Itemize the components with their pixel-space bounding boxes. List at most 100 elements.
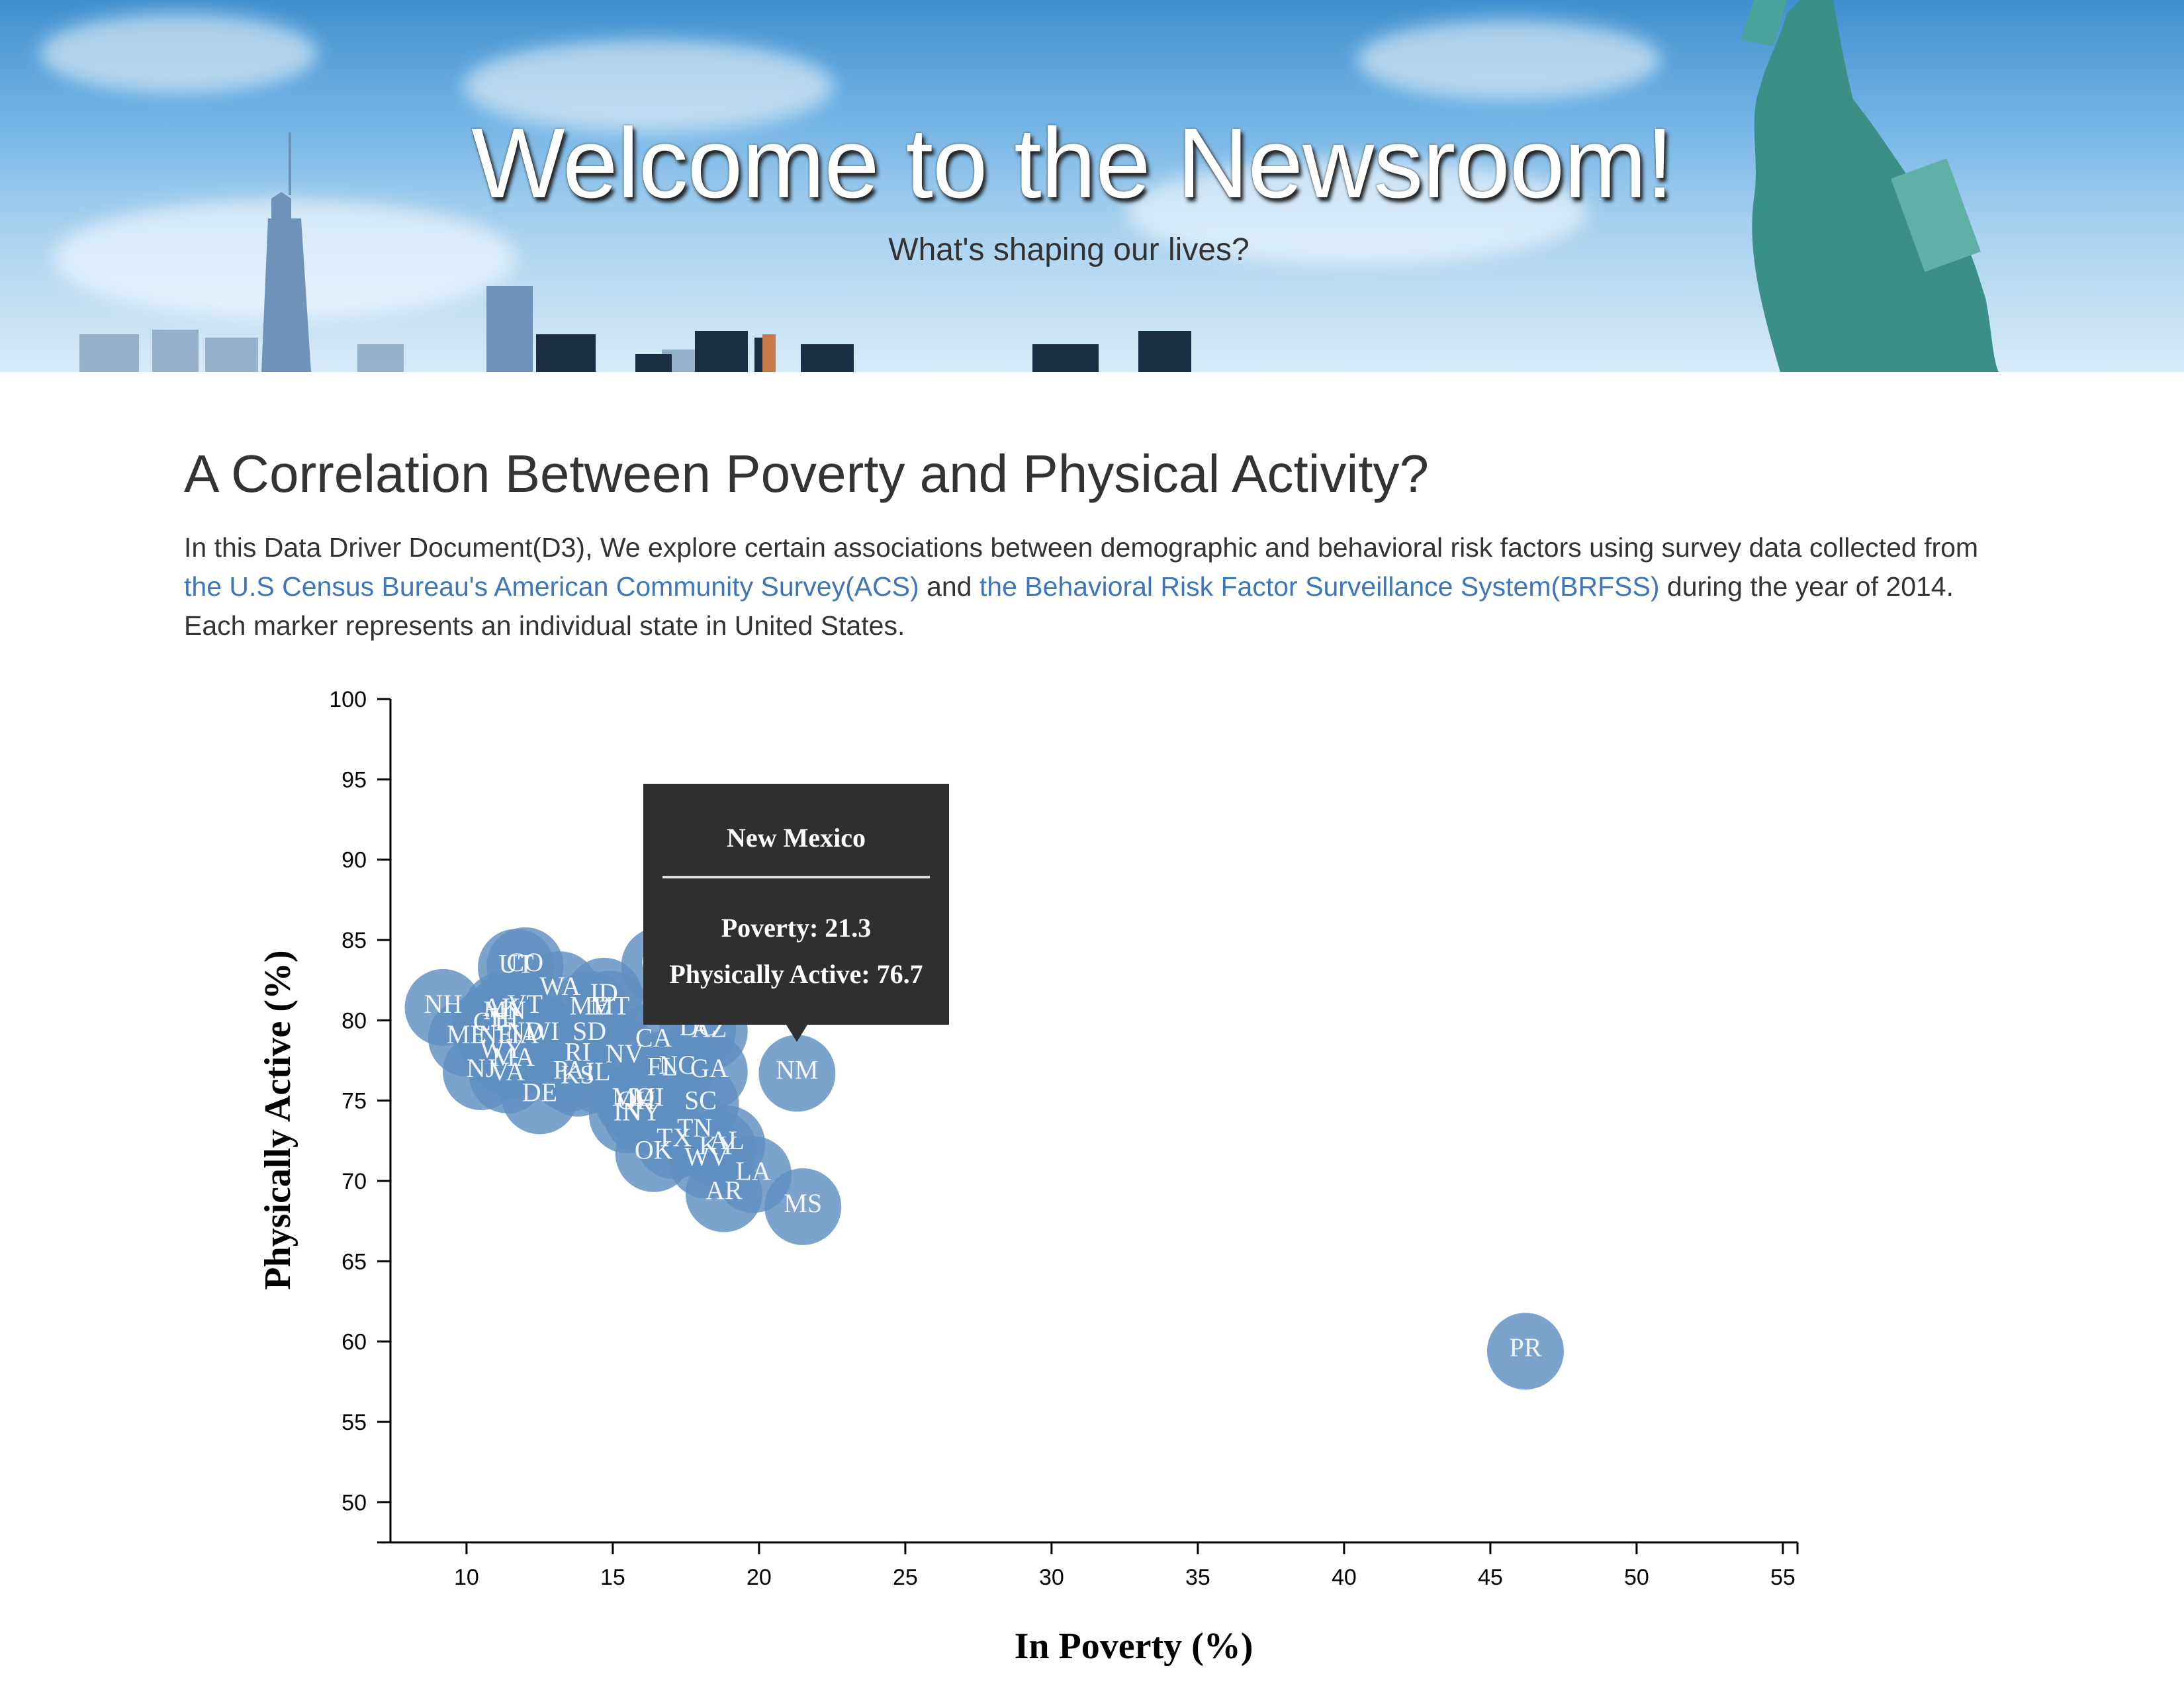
tooltip-poverty: Poverty: 21.3 [721,913,872,943]
y-tick-label: 70 [341,1169,367,1194]
tooltip-state-name: New Mexico [727,823,866,853]
x-tick-label: 50 [1624,1565,1649,1590]
state-label: KY [699,1130,737,1160]
state-label: MN [483,996,525,1025]
state-label: AL [709,1125,745,1155]
state-label: NM [776,1055,818,1084]
state-label: PA [553,1055,585,1084]
state-label: NC [659,1050,696,1080]
state-label: NV [606,1039,644,1068]
x-tick-label: 20 [747,1565,772,1590]
tooltip-arrow [786,1025,807,1042]
state-label: ME [447,1019,486,1049]
state-label: PR [1509,1333,1541,1362]
state-label: ND [506,1016,544,1046]
state-label: GA [690,1053,729,1083]
x-tick-label: 30 [1039,1565,1064,1590]
state-label: SD [572,1016,606,1046]
state-label: LA [735,1156,770,1186]
x-tick-label: 40 [1332,1565,1357,1590]
y-tick-label: 85 [341,928,367,953]
y-tick-label: 60 [341,1330,367,1355]
state-label: MA [492,1042,535,1072]
state-label: ME [570,990,610,1020]
state-label: CT [473,1007,507,1037]
state-label: MT [590,990,629,1020]
state-marker [758,1035,836,1112]
state-label: WV [684,1141,729,1171]
tooltip: New Mexico Poverty: 21.3 Physically Acti… [643,784,949,1025]
state-label: WY [480,1034,524,1064]
intro-text: In this Data Driver Document(D3), We exp… [184,532,1979,563]
state-label: CO [507,947,544,977]
state-marker [764,1168,842,1245]
acs-link[interactable]: the U.S Census Bureau's American Communi… [184,571,919,602]
state-label: AR [705,1175,743,1205]
tooltip-divider [662,876,930,878]
cloud-decoration [1125,159,1588,265]
state-label: FL [647,1052,678,1082]
state-marker [1486,1313,1564,1390]
cloud-decoration [40,13,318,93]
state-label: ID [590,978,618,1008]
state-label: TN [677,1113,712,1143]
state-label: NE [478,1019,513,1049]
y-tick-label: 90 [341,848,367,873]
intro-paragraph: In this Data Driver Document(D3), We exp… [184,528,1984,645]
y-tick-label: 50 [341,1490,367,1515]
hero-title: Welcome to the Newsroom! [471,107,1674,218]
state-label: MI [632,1082,664,1112]
state-label: KS [561,1060,594,1090]
y-tick-label: 75 [341,1089,367,1114]
state-label: IL [586,1056,611,1086]
tooltip-active: Physically Active: 76.7 [669,959,923,989]
state-label: MO [612,1082,655,1112]
state-marker [685,1155,762,1233]
hero-banner: Welcome to the Newsroom! What's shaping … [0,0,2184,372]
state-label: NY [623,1097,661,1127]
y-tick-label: 100 [329,687,367,712]
state-label: WA [539,971,580,1001]
state-label: NH [424,989,463,1019]
cloud-decoration [1357,20,1661,99]
state-label: WI [525,1016,559,1046]
x-axis-title: In Poverty (%) [1015,1626,1253,1667]
x-tick-label: 35 [1185,1565,1210,1590]
state-label: VA [490,1056,525,1086]
x-tick-label: 55 [1770,1565,1796,1590]
state-label: AK [482,992,521,1022]
state-label: DE [522,1077,557,1107]
y-tick-label: 80 [341,1008,367,1033]
intro-text: during the year of 2014. Each marker rep… [184,571,1954,641]
state-label: CA [635,1023,672,1053]
page-title: A Correlation Between Poverty and Physic… [184,444,1429,503]
cloud-decoration [463,40,834,132]
state-label: OH [617,1086,655,1115]
x-tick-label: 15 [600,1565,625,1590]
article: A Correlation Between Poverty and Physic… [184,444,1984,645]
state-label: UT [498,949,533,978]
x-tick-label: 10 [454,1565,479,1590]
brfss-link[interactable]: the Behavioral Risk Factor Surveillance … [979,571,1660,602]
state-label: VT [508,989,543,1019]
state-label: TX [657,1122,692,1152]
state-label: OK [635,1135,673,1165]
y-tick-label: 65 [341,1249,367,1274]
state-label: RI [565,1037,591,1067]
y-tick-label: 95 [341,767,367,792]
state-label: SC [684,1086,717,1115]
intro-text: and [919,571,979,602]
y-axis-title: Physically Active (%) [257,950,298,1289]
state-label: MS [784,1188,822,1218]
skyline-illustration [79,0,1999,372]
state-label: IA [511,1019,539,1049]
state-label: NJ [467,1053,496,1083]
hero-subtitle: What's shaping our lives? [888,232,1250,267]
y-tick-label: 55 [341,1410,367,1435]
x-tick-label: 45 [1478,1565,1503,1590]
state-label: IN [614,1097,641,1127]
state-label: HI [490,1002,518,1031]
x-tick-label: 25 [893,1565,918,1590]
